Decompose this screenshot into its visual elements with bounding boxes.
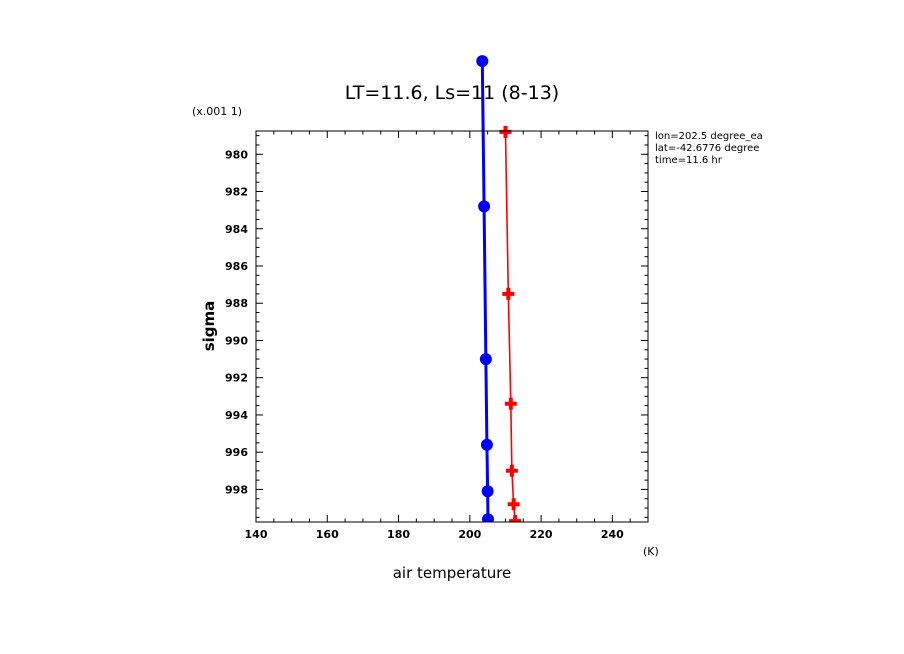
y-tick-label: 992: [225, 372, 248, 385]
series-point: [478, 200, 491, 213]
series-point: [476, 55, 489, 68]
info-line: lon=202.5 degree_ea: [655, 131, 763, 142]
info-line: lat=-42.6776 degree: [655, 143, 759, 154]
series-layer: [476, 55, 522, 522]
y-tick-label: 984: [225, 223, 248, 236]
info-line: time=11.6 hr: [655, 155, 723, 166]
series-point: [479, 353, 492, 366]
series-point: [509, 515, 522, 522]
series-point: [505, 464, 518, 477]
axes: 140 160 180 200 220 240 980 982 984 986 988 990 992 9…: [225, 131, 649, 541]
x-tick-label: 200: [458, 528, 481, 541]
x-unit-label: (K): [643, 545, 659, 558]
x-tick-label: 240: [601, 528, 624, 541]
y-axis-label: sigma: [200, 301, 218, 352]
x-tick-label: 160: [316, 528, 339, 541]
series-point: [481, 513, 494, 522]
y-tick-label: 988: [225, 297, 248, 310]
y-tick-label: 990: [225, 334, 248, 347]
y-tick-label: 996: [225, 446, 248, 459]
chart-title: LT=11.6, Ls=11 (8-13): [345, 82, 559, 104]
series-point: [507, 498, 520, 511]
y-tick-label: 980: [225, 148, 248, 161]
y-scale-label: (x.001 1): [192, 105, 242, 118]
x-tick-label: 180: [387, 528, 410, 541]
series-point: [502, 287, 515, 300]
series-point: [499, 125, 512, 138]
x-tick-label: 140: [245, 528, 268, 541]
series-line: [504, 131, 516, 522]
series-point: [480, 438, 493, 451]
plot-frame: [255, 130, 649, 523]
series-point: [504, 397, 517, 410]
y-tick-label: 982: [225, 186, 248, 199]
series-point: [481, 485, 494, 498]
x-tick-label: 220: [530, 528, 553, 541]
x-axis-label: air temperature: [393, 564, 512, 582]
y-tick-label: 986: [225, 260, 248, 273]
y-tick-label: 998: [225, 483, 248, 496]
y-tick-label: 994: [225, 409, 248, 422]
